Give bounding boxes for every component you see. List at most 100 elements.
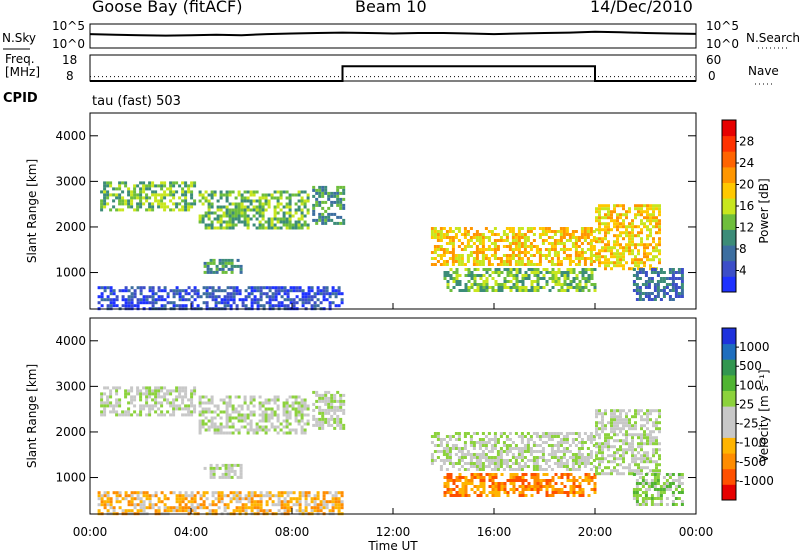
heatmap-cell xyxy=(446,283,450,286)
heatmap-cell xyxy=(457,432,461,435)
heatmap-cell xyxy=(250,497,254,501)
heatmap-cell xyxy=(217,500,221,504)
heatmap-cell xyxy=(553,239,557,242)
heatmap-cell xyxy=(333,393,337,397)
heatmap-cell xyxy=(625,466,628,470)
heatmap-cell xyxy=(276,425,280,429)
heatmap-cell xyxy=(333,221,337,225)
heatmap-cell xyxy=(319,500,323,504)
heatmap-cell xyxy=(521,494,525,497)
heatmap-cell xyxy=(178,202,182,206)
heatmap-cell xyxy=(628,442,631,446)
heatmap-cell xyxy=(472,462,476,465)
heatmap-cell xyxy=(282,431,286,435)
heatmap-cell xyxy=(145,301,149,305)
heatmap-cell xyxy=(560,271,564,274)
heatmap-cell xyxy=(523,447,527,450)
heatmap-cell xyxy=(211,298,215,302)
heatmap-cell xyxy=(264,410,268,414)
heatmap-cell xyxy=(643,210,646,214)
heatmap-cell xyxy=(255,422,259,426)
heatmap-cell xyxy=(133,193,137,197)
heatmap-cell xyxy=(598,442,601,446)
heatmap-cell xyxy=(550,263,554,266)
heatmap-cell xyxy=(469,459,473,462)
heatmap-cell xyxy=(632,289,636,292)
x-tick-label: 04:00 xyxy=(174,525,209,539)
heatmap-cell xyxy=(239,270,243,274)
heatmap-cell xyxy=(464,476,468,479)
heatmap-cell xyxy=(264,419,268,423)
heatmap-cell xyxy=(451,230,455,233)
heatmap-cell xyxy=(256,506,260,510)
heatmap-cell xyxy=(595,412,598,416)
noise-panel: N.Sky 10^5 10^0 10^5 10^0 N.Search xyxy=(2,19,800,51)
heatmap-cell xyxy=(563,473,567,476)
heatmap-cell xyxy=(201,419,205,423)
heatmap-cell xyxy=(430,441,434,444)
heatmap-cell xyxy=(439,239,443,242)
heatmap-cell xyxy=(517,468,521,471)
heatmap-cell xyxy=(559,248,563,251)
heatmap-cell xyxy=(680,482,684,485)
heatmap-cell xyxy=(497,491,501,494)
heatmap-cell xyxy=(508,245,512,248)
heatmap-cell xyxy=(469,227,473,230)
heatmap-cell xyxy=(327,212,331,216)
heatmap-cell xyxy=(544,462,548,465)
heatmap-cell xyxy=(109,184,113,188)
heatmap-cell xyxy=(330,423,334,427)
heatmap-cell xyxy=(532,263,536,266)
heatmap-cell xyxy=(300,410,304,414)
heatmap-cell xyxy=(601,460,604,464)
heatmap-cell xyxy=(637,252,640,256)
heatmap-cell xyxy=(148,187,152,191)
heatmap-cell xyxy=(637,213,640,217)
heatmap-cell xyxy=(238,509,242,513)
heatmap-cell xyxy=(674,286,678,289)
heatmap-cell xyxy=(222,220,226,224)
heatmap-cell xyxy=(198,199,202,203)
heatmap-cell xyxy=(604,234,607,238)
heatmap-cell xyxy=(339,423,343,427)
heatmap-cell xyxy=(628,469,631,473)
heatmap-cell xyxy=(252,431,256,435)
heatmap-cell xyxy=(568,248,572,251)
heatmap-cell xyxy=(213,217,217,221)
heatmap-cell xyxy=(538,260,542,263)
heatmap-cell xyxy=(551,277,555,280)
x-tick-label: 08:00 xyxy=(275,525,310,539)
heatmap-cell xyxy=(145,199,149,203)
heatmap-cell xyxy=(488,485,492,488)
heatmap-cell xyxy=(638,292,642,295)
heatmap-cell xyxy=(653,485,657,488)
heatmap-cell xyxy=(662,292,666,295)
heatmap-cell xyxy=(595,457,598,461)
heatmap-cell xyxy=(586,459,590,462)
heatmap-cell xyxy=(286,500,290,504)
heatmap-cell xyxy=(556,435,560,438)
power-colorbar-label: Power [dB] xyxy=(757,178,771,243)
heatmap-cell xyxy=(211,292,215,296)
heatmap-cell xyxy=(635,274,639,277)
heatmap-cell xyxy=(246,199,250,203)
heatmap-cell xyxy=(652,460,655,464)
heatmap-cell xyxy=(439,245,443,248)
heatmap-cell xyxy=(482,268,486,271)
heatmap-cell xyxy=(467,482,471,485)
heatmap-cell xyxy=(103,181,107,185)
heatmap-cell xyxy=(190,506,194,510)
heatmap-cell xyxy=(547,444,551,447)
heatmap-cell xyxy=(273,214,277,218)
heatmap-cell xyxy=(118,202,122,206)
heatmap-cell xyxy=(247,494,251,498)
heatmap-cell xyxy=(538,450,542,453)
heatmap-cell xyxy=(514,236,518,239)
heatmap-cell xyxy=(487,441,491,444)
heatmap-cell xyxy=(637,258,640,262)
heatmap-cell xyxy=(139,506,143,510)
heatmap-cell xyxy=(637,451,640,455)
heatmap-cell xyxy=(524,473,528,476)
heatmap-cell xyxy=(223,298,227,302)
heatmap-cell xyxy=(324,393,328,397)
